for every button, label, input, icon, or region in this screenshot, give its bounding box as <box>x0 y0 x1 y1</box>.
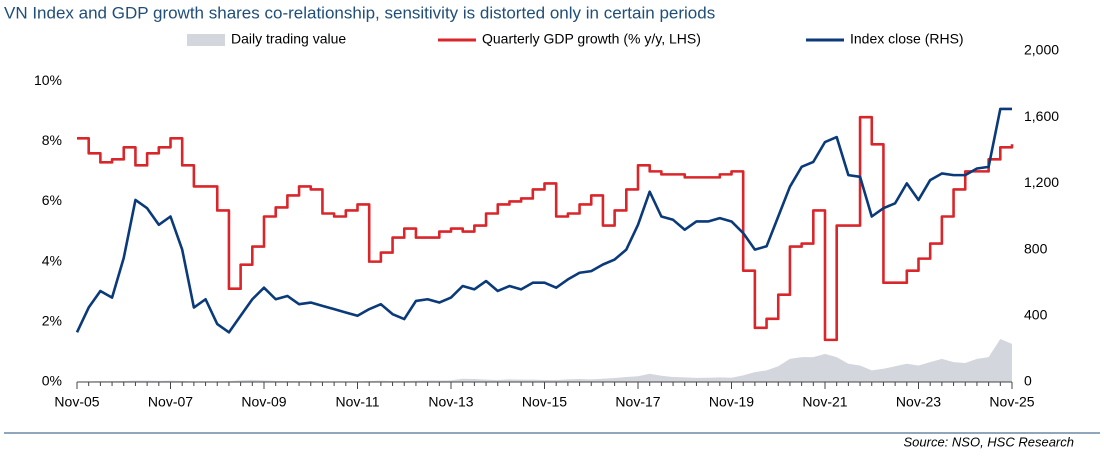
trading-area <box>77 338 1012 382</box>
y-tick-label: 6% <box>42 192 62 208</box>
x-tick-label: Nov-07 <box>148 394 193 410</box>
y2-tick-label: 0 <box>1024 373 1032 389</box>
chart-title: VN Index and GDP growth shares co-relati… <box>4 3 715 22</box>
source: Source: NSO, HSC Research <box>903 434 1074 449</box>
y2-tick-label: 1,200 <box>1024 174 1059 190</box>
y2-tick-label: 2,000 <box>1024 42 1059 58</box>
legend-label: Index close (RHS) <box>850 31 964 47</box>
x-tick-label: Nov-05 <box>54 394 99 410</box>
x-tick-label: Nov-13 <box>428 394 473 410</box>
y-tick-label: 8% <box>42 132 62 148</box>
x-tick-label: Nov-21 <box>802 394 847 410</box>
y2-tick-label: 400 <box>1024 307 1048 323</box>
y2-tick-label: 800 <box>1024 240 1048 256</box>
legend-label: Quarterly GDP growth (% y/y, LHS) <box>482 31 701 47</box>
x-tick-label: Nov-11 <box>335 394 379 410</box>
y-tick-label: 4% <box>42 252 62 268</box>
gdp-line <box>77 115 1014 342</box>
y-tick-label: 0% <box>42 373 62 389</box>
x-tick-label: Nov-25 <box>989 394 1034 410</box>
x-tick-label: Nov-17 <box>615 394 660 410</box>
legend-label: Daily trading value <box>231 31 346 47</box>
y-tick-label: 10% <box>34 72 62 88</box>
x-tick-label: Nov-15 <box>522 394 567 410</box>
legend-swatch <box>187 34 225 46</box>
y-tick-label: 2% <box>42 313 62 329</box>
index-line <box>75 107 1012 334</box>
y2-tick-label: 1,600 <box>1024 108 1059 124</box>
x-tick-label: Nov-23 <box>896 394 941 410</box>
x-tick-label: Nov-09 <box>241 394 286 410</box>
x-tick-label: Nov-19 <box>709 394 754 410</box>
